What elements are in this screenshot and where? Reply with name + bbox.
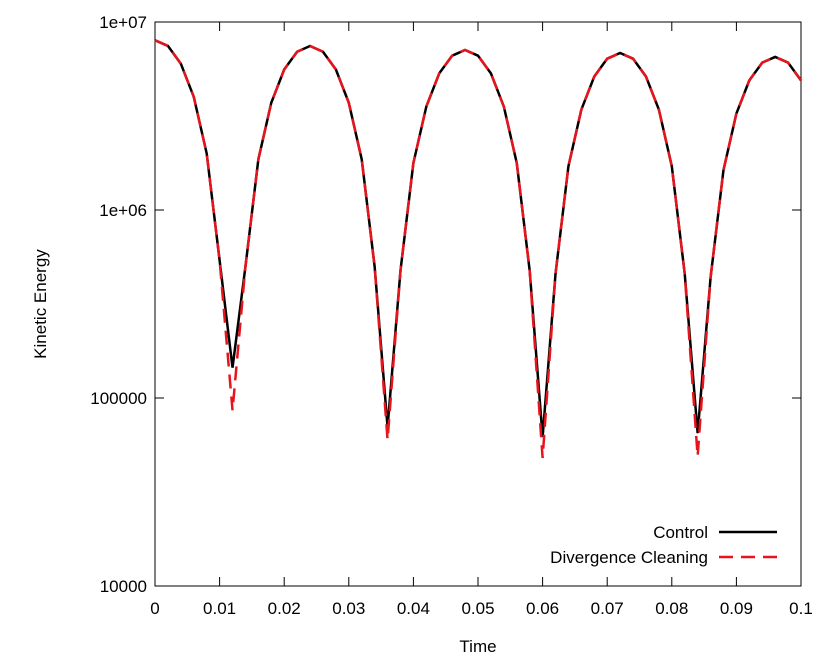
x-tick-label: 0.05 xyxy=(461,599,494,618)
legend-label: Control xyxy=(653,523,708,542)
x-tick-label: 0.04 xyxy=(397,599,430,618)
y-tick-label: 1e+07 xyxy=(99,13,147,32)
x-tick-label: 0.08 xyxy=(655,599,688,618)
data-line xyxy=(154,39,803,459)
x-tick-label: 0.07 xyxy=(591,599,624,618)
y-axis-label: Kinetic Energy xyxy=(31,249,50,359)
x-tick-label: 0.03 xyxy=(332,599,365,618)
y-tick-label: 1e+06 xyxy=(99,201,147,220)
y-tick-label: 100000 xyxy=(90,389,147,408)
x-axis-label: Time xyxy=(459,637,496,656)
plot-frame xyxy=(154,21,802,587)
x-tick-label: 0.01 xyxy=(203,599,236,618)
x-tick-label: 0.09 xyxy=(720,599,753,618)
x-tick-label: 0.02 xyxy=(268,599,301,618)
x-tick-label: 0 xyxy=(150,599,159,618)
y-tick-label: 10000 xyxy=(100,577,147,596)
legend-label: Divergence Cleaning xyxy=(550,548,708,567)
x-tick-label: 0.06 xyxy=(526,599,559,618)
x-tick-label: 0.1 xyxy=(789,599,813,618)
